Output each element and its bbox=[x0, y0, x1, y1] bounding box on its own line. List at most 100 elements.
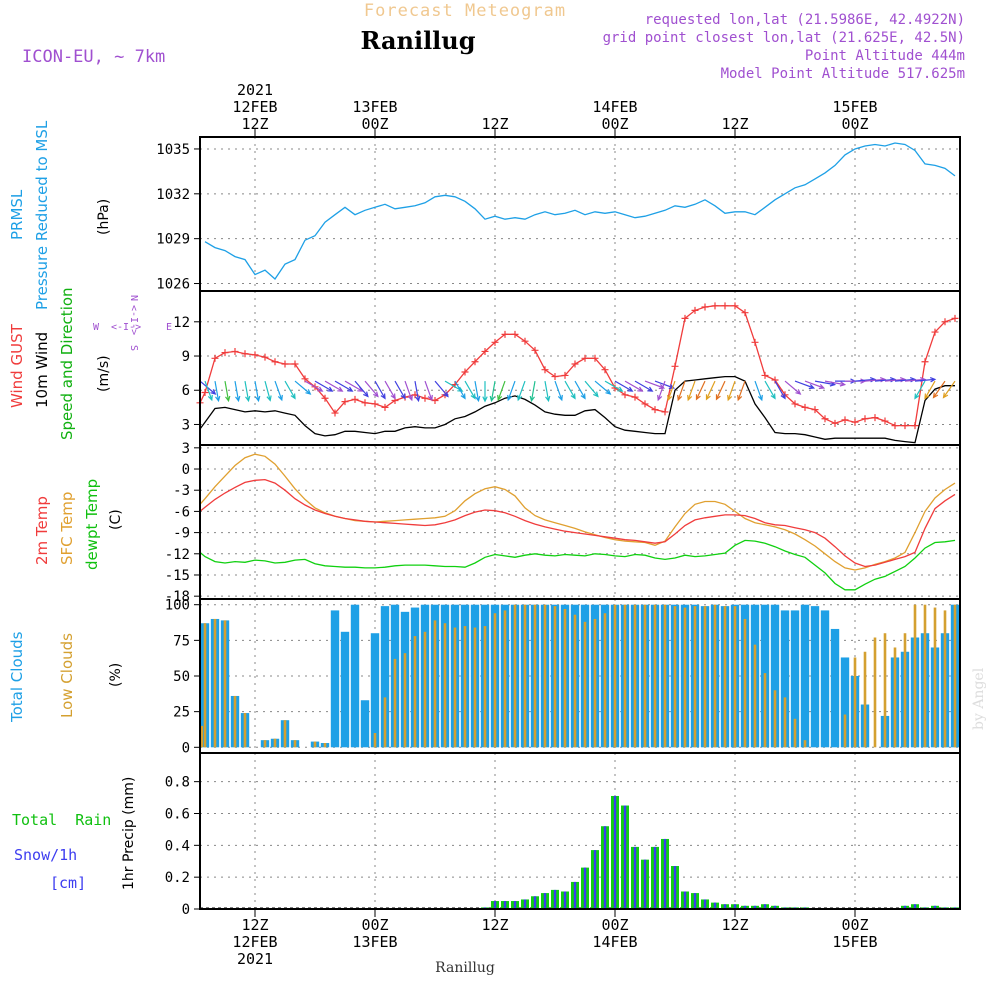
gust-point bbox=[771, 376, 779, 384]
gust-point bbox=[521, 337, 529, 345]
low-cloud-bar bbox=[913, 604, 917, 748]
snow-bar bbox=[493, 901, 497, 909]
low-cloud-bar bbox=[493, 613, 497, 748]
low-cloud-bar bbox=[783, 697, 787, 748]
wind-direction-arrow bbox=[677, 380, 686, 402]
data-layer bbox=[196, 142, 960, 909]
y-tick-label: 75 bbox=[173, 633, 190, 649]
low-cloud-bar bbox=[863, 651, 867, 748]
gust-point bbox=[641, 400, 649, 408]
wind-unit: (m/s) bbox=[96, 355, 112, 392]
wind-direction-arrow bbox=[482, 381, 488, 403]
wind-direction-arrow bbox=[544, 380, 551, 403]
y-tick-label: -6 bbox=[173, 504, 190, 520]
low-cloud-bar bbox=[503, 610, 507, 748]
gust-point bbox=[501, 330, 509, 338]
low-cloud-bar bbox=[633, 604, 637, 748]
low-cloud-bar bbox=[233, 695, 237, 748]
x-tick-label-bottom: 2021 bbox=[237, 950, 273, 968]
low-cloud-bar bbox=[463, 626, 467, 748]
low-cloud-bar bbox=[323, 743, 327, 748]
wind-direction-arrow bbox=[284, 380, 296, 400]
gust-point bbox=[951, 314, 959, 322]
low-cloud-bar bbox=[573, 614, 577, 748]
wind-direction-arrow bbox=[764, 380, 776, 400]
gust-point bbox=[891, 422, 899, 430]
wind-direction-arrow bbox=[517, 380, 526, 402]
total-cloud-bar bbox=[830, 628, 840, 748]
gust-point bbox=[341, 398, 349, 406]
wind-direction-arrow bbox=[727, 380, 736, 402]
location-title: Ranillug bbox=[360, 26, 475, 55]
wind-direction-arrow bbox=[234, 380, 241, 403]
frame-layer bbox=[199, 136, 961, 910]
cloud-unit: (%) bbox=[108, 663, 124, 687]
gust-point bbox=[621, 391, 629, 399]
total-cloud-bar bbox=[340, 631, 350, 748]
wind-label-10m: 10m Wind bbox=[33, 332, 51, 408]
gust-point bbox=[821, 415, 829, 423]
gust-point bbox=[431, 397, 439, 405]
pressure-label-msl: Pressure Reduced to MSL bbox=[33, 120, 51, 310]
compass-e: E bbox=[166, 322, 172, 333]
y-tick-label: 1035 bbox=[156, 142, 190, 158]
low-cloud-bar bbox=[593, 618, 597, 748]
wind-direction-arrow bbox=[695, 380, 706, 401]
x-tick-label-top: 14FEB bbox=[592, 98, 637, 116]
wind-direction-arrow bbox=[529, 380, 536, 403]
gust-point bbox=[741, 309, 749, 317]
gust-point bbox=[371, 400, 379, 408]
low-cloud-bar bbox=[553, 606, 557, 748]
panel-frame bbox=[199, 136, 961, 292]
gust-point bbox=[701, 303, 709, 311]
low-cloud-bar bbox=[393, 658, 397, 748]
wind-direction-arrow bbox=[204, 380, 213, 402]
low-cloud-bar bbox=[263, 740, 267, 748]
grid-coords: grid point closest lon,lat (21.625E, 42.… bbox=[603, 30, 965, 46]
low-cloud-bar bbox=[653, 604, 657, 748]
gust-point bbox=[551, 373, 559, 381]
snow-bar bbox=[593, 850, 597, 909]
wind-direction-arrow bbox=[274, 380, 283, 402]
low-cloud-bar bbox=[543, 604, 547, 748]
x-tick-label-bottom: 14FEB bbox=[592, 933, 637, 951]
wind-direction-arrow bbox=[654, 380, 676, 390]
snow-bar bbox=[523, 899, 527, 909]
low-cloud-bar bbox=[533, 604, 537, 748]
wind-direction-arrow bbox=[715, 380, 726, 401]
low-cloud-bar bbox=[793, 718, 797, 748]
low-cloud-bar bbox=[603, 613, 607, 748]
gust-point bbox=[901, 422, 909, 430]
gust-point bbox=[691, 306, 699, 314]
compass-h: <-I-> bbox=[111, 322, 141, 333]
wind-direction-arrow bbox=[564, 380, 576, 400]
wind-direction-arrow bbox=[932, 380, 946, 399]
wind-direction-arrow bbox=[634, 380, 654, 392]
total-cloud-bar bbox=[810, 606, 820, 748]
low-cloud-bar bbox=[763, 673, 767, 748]
gust-point bbox=[461, 368, 469, 376]
wind-direction-arrow bbox=[687, 380, 696, 402]
snow-bar bbox=[633, 846, 637, 909]
x-tick-label-bottom: 13FEB bbox=[352, 933, 397, 951]
snow-bar bbox=[913, 904, 917, 909]
x-tick-label-bottom: 12Z bbox=[241, 916, 268, 934]
wind-direction-arrow bbox=[404, 380, 413, 402]
wind-label-speed-dir: Speed and Direction bbox=[58, 287, 76, 440]
y-tick-label: 1026 bbox=[156, 277, 190, 293]
low-cloud-bar bbox=[743, 618, 747, 748]
wind-direction-arrow bbox=[454, 380, 466, 400]
gust-point bbox=[711, 302, 719, 310]
snow-bar bbox=[503, 901, 507, 909]
gust-point bbox=[941, 318, 949, 326]
y-tick-label: 0 bbox=[182, 740, 190, 756]
y-tick-label: 50 bbox=[173, 669, 190, 685]
y-tick-label: -9 bbox=[173, 526, 190, 542]
snow-bar bbox=[533, 896, 537, 909]
precip-label-rain: Total Rain bbox=[12, 811, 111, 829]
panel-frame bbox=[199, 444, 961, 600]
wind-direction-arrow bbox=[324, 380, 344, 392]
gust-point bbox=[631, 393, 639, 401]
precip-unit: 1hr Precip (mm) bbox=[121, 777, 137, 890]
snow-bar bbox=[613, 795, 617, 909]
